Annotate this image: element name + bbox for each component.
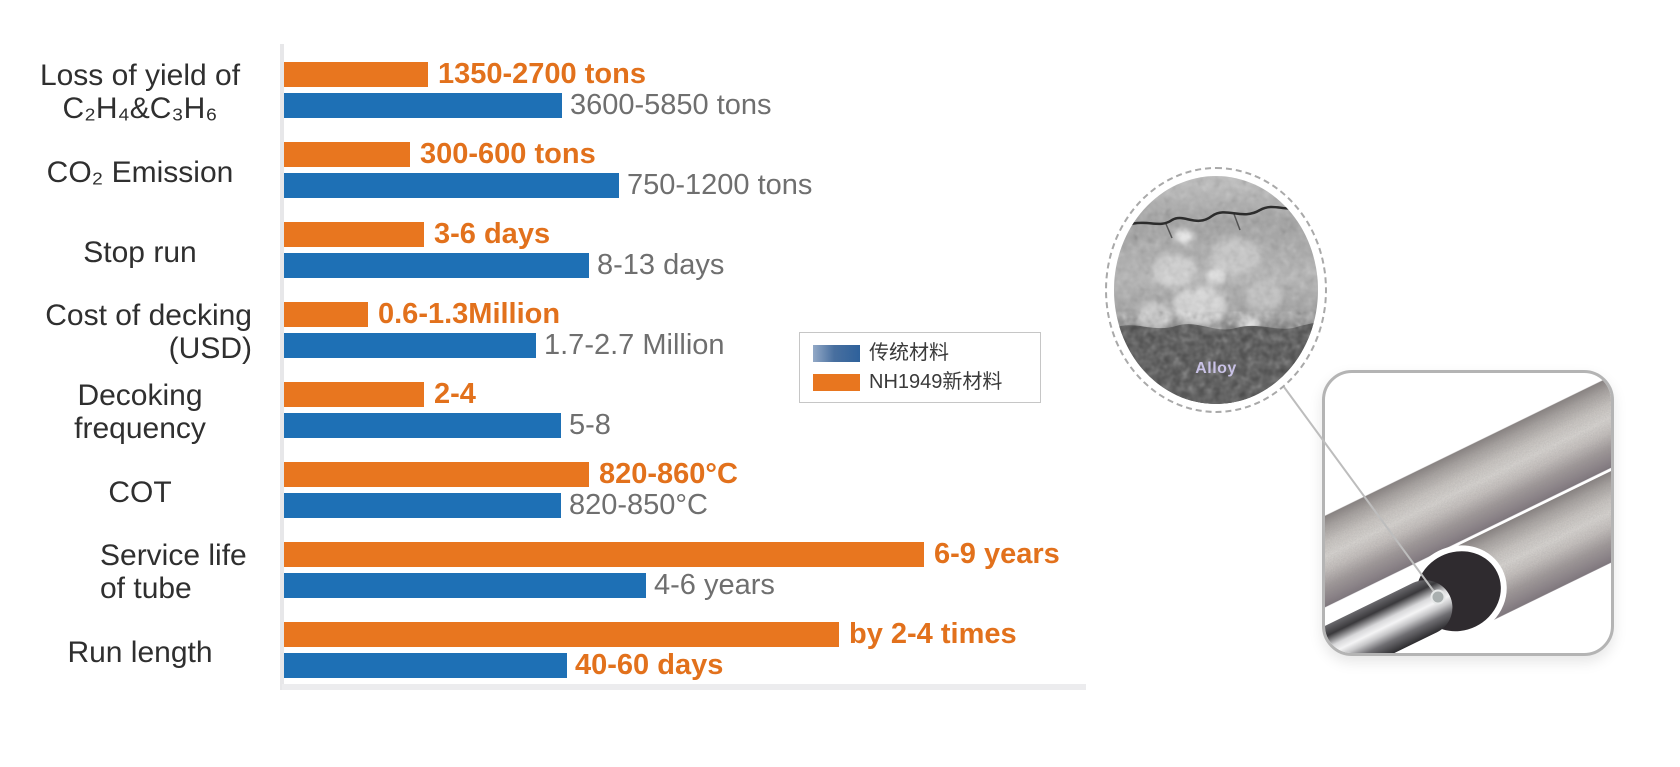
legend-label-new-material: NH1949新材料 <box>869 371 1003 393</box>
legend-item-new-material: NH1949新材料 <box>813 371 1040 393</box>
category-label-line: Stop run <box>83 235 197 269</box>
micrograph-dashed-ring: Alloy <box>1105 167 1327 413</box>
tube-photo-card <box>1322 370 1614 656</box>
value-label-traditional: 5-8 <box>569 409 611 441</box>
micrograph-alloy-label: Alloy <box>1195 360 1237 377</box>
category-label: COT <box>28 452 252 532</box>
value-label-new-material: 300-600 tons <box>420 138 596 170</box>
value-label-traditional: 1.7-2.7 Million <box>544 329 725 361</box>
value-label-traditional: 820-850°C <box>569 489 708 521</box>
bar-new-material <box>284 462 589 487</box>
bar-traditional <box>284 493 561 518</box>
value-label-new-material: 820-860°C <box>599 458 738 490</box>
bar-new-material <box>284 382 424 407</box>
category-label-line: Loss of yield of <box>39 59 241 92</box>
value-label-new-material: 6-9 years <box>934 538 1060 570</box>
chart-y-axis-line <box>280 44 284 690</box>
tubes-image <box>1325 373 1611 653</box>
category-label-line: Decoking <box>77 379 203 412</box>
bar-traditional <box>284 173 619 198</box>
bar-traditional <box>284 573 646 598</box>
value-label-new-material: by 2-4 times <box>849 618 1017 650</box>
bar-traditional <box>284 653 567 678</box>
value-label-traditional: 40-60 days <box>575 649 724 681</box>
bar-traditional <box>284 93 562 118</box>
category-label: Stop run <box>28 212 252 292</box>
bar-traditional <box>284 253 589 278</box>
value-label-traditional: 8-13 days <box>597 249 725 281</box>
bar-traditional <box>284 413 561 438</box>
value-label-traditional: 4-6 years <box>654 569 775 601</box>
category-label: CO₂ Emission <box>28 132 252 212</box>
value-label-new-material: 0.6-1.3Million <box>378 298 561 330</box>
legend-swatch-new-material <box>813 373 860 391</box>
category-label: Run length <box>28 612 252 692</box>
value-label-traditional: 750-1200 tons <box>627 169 813 201</box>
category-label: Cost of decking (USD) <box>28 292 252 372</box>
alloy-micrograph-image: Alloy <box>1114 176 1318 404</box>
bar-new-material <box>284 542 924 567</box>
category-label-line: C₂H₄&C₃H₆ <box>62 92 218 125</box>
category-label: Service life of tube <box>28 532 252 612</box>
bar-new-material <box>284 302 368 327</box>
value-label-new-material: 3-6 days <box>434 218 551 250</box>
category-label: Decoking frequency <box>28 372 252 452</box>
outer-tube-lower <box>1417 373 1611 633</box>
value-label-traditional: 3600-5850 tons <box>570 89 772 121</box>
bar-new-material <box>284 622 839 647</box>
category-label-line: Run length <box>67 635 213 669</box>
bar-new-material <box>284 62 428 87</box>
value-label-new-material: 1350-2700 tons <box>438 58 646 90</box>
category-label-line: of tube <box>100 572 192 605</box>
chart-legend: 传统材料 NH1949新材料 <box>799 332 1041 403</box>
bar-new-material <box>284 222 424 247</box>
legend-label-traditional: 传统材料 <box>869 342 949 364</box>
legend-swatch-traditional <box>813 344 860 362</box>
category-label-line: Service life <box>100 539 247 572</box>
category-label-line: (USD) <box>168 332 252 365</box>
bar-new-material <box>284 142 410 167</box>
bar-traditional <box>284 333 536 358</box>
legend-item-traditional: 传统材料 <box>813 342 1040 364</box>
category-label: Loss of yield of C₂H₄&C₃H₆ <box>28 52 252 132</box>
value-label-new-material: 2-4 <box>434 378 476 410</box>
category-label-line: Cost of decking <box>45 299 252 332</box>
category-label-line: COT <box>108 475 172 509</box>
chart-x-axis-line <box>282 684 1086 690</box>
category-label-line: frequency <box>74 412 206 445</box>
category-label-line: CO₂ Emission <box>46 155 234 189</box>
